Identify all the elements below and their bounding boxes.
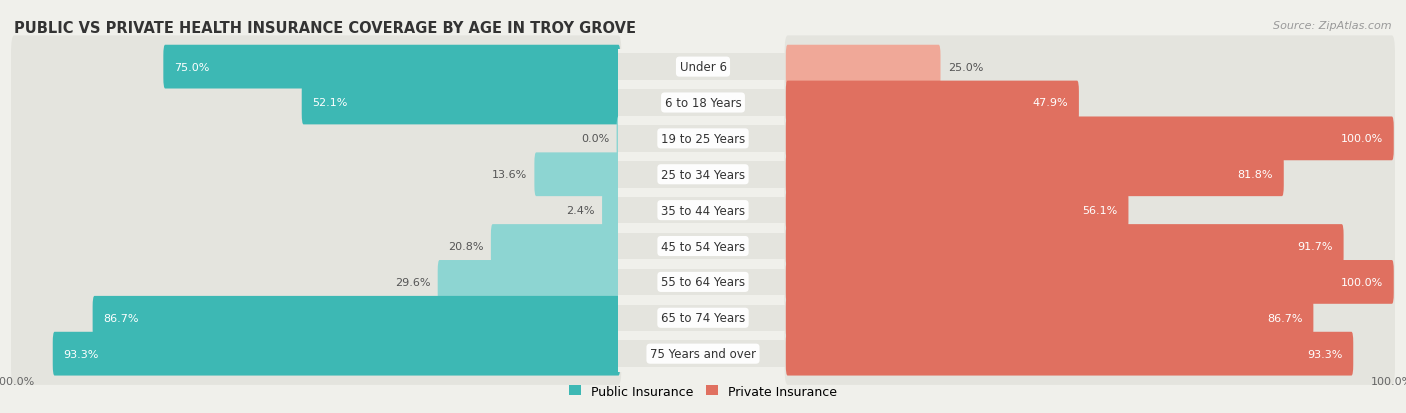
FancyBboxPatch shape (11, 72, 621, 134)
Text: 55 to 64 Years: 55 to 64 Years (661, 276, 745, 289)
FancyBboxPatch shape (53, 332, 620, 376)
FancyBboxPatch shape (619, 197, 787, 224)
FancyBboxPatch shape (786, 189, 1129, 233)
FancyBboxPatch shape (302, 81, 620, 125)
FancyBboxPatch shape (786, 225, 1344, 268)
FancyBboxPatch shape (619, 233, 787, 260)
FancyBboxPatch shape (619, 305, 787, 331)
FancyBboxPatch shape (602, 189, 620, 233)
Legend: Public Insurance, Private Insurance: Public Insurance, Private Insurance (564, 380, 842, 403)
Text: 81.8%: 81.8% (1237, 170, 1272, 180)
FancyBboxPatch shape (785, 215, 1395, 278)
FancyBboxPatch shape (11, 36, 621, 99)
Text: 0.0%: 0.0% (581, 134, 609, 144)
FancyBboxPatch shape (785, 251, 1395, 313)
Text: 25.0%: 25.0% (948, 62, 983, 72)
Text: Under 6: Under 6 (679, 61, 727, 74)
Text: 47.9%: 47.9% (1032, 98, 1069, 108)
FancyBboxPatch shape (786, 296, 1313, 340)
FancyBboxPatch shape (785, 108, 1395, 170)
Text: 93.3%: 93.3% (1308, 349, 1343, 359)
FancyBboxPatch shape (617, 117, 620, 161)
Text: 35 to 44 Years: 35 to 44 Years (661, 204, 745, 217)
FancyBboxPatch shape (11, 144, 621, 206)
Text: 75.0%: 75.0% (174, 62, 209, 72)
Text: 86.7%: 86.7% (104, 313, 139, 323)
FancyBboxPatch shape (786, 260, 1393, 304)
Text: 52.1%: 52.1% (312, 98, 347, 108)
Text: 100.0%: 100.0% (1341, 134, 1384, 144)
Text: 86.7%: 86.7% (1267, 313, 1302, 323)
Text: 13.6%: 13.6% (492, 170, 527, 180)
FancyBboxPatch shape (11, 215, 621, 278)
FancyBboxPatch shape (785, 72, 1395, 134)
FancyBboxPatch shape (785, 287, 1395, 349)
Text: 29.6%: 29.6% (395, 277, 430, 287)
Text: 25 to 34 Years: 25 to 34 Years (661, 169, 745, 181)
FancyBboxPatch shape (534, 153, 620, 197)
Text: PUBLIC VS PRIVATE HEALTH INSURANCE COVERAGE BY AGE IN TROY GROVE: PUBLIC VS PRIVATE HEALTH INSURANCE COVER… (14, 21, 636, 36)
FancyBboxPatch shape (93, 296, 620, 340)
FancyBboxPatch shape (163, 45, 620, 89)
Text: 2.4%: 2.4% (567, 206, 595, 216)
FancyBboxPatch shape (11, 251, 621, 313)
Text: 56.1%: 56.1% (1083, 206, 1118, 216)
Text: 75 Years and over: 75 Years and over (650, 347, 756, 360)
FancyBboxPatch shape (785, 323, 1395, 385)
FancyBboxPatch shape (619, 126, 787, 152)
FancyBboxPatch shape (786, 117, 1393, 161)
FancyBboxPatch shape (437, 260, 620, 304)
FancyBboxPatch shape (786, 45, 941, 89)
Text: Source: ZipAtlas.com: Source: ZipAtlas.com (1274, 21, 1392, 31)
Text: 93.3%: 93.3% (63, 349, 98, 359)
FancyBboxPatch shape (619, 90, 787, 116)
FancyBboxPatch shape (619, 54, 787, 81)
Text: 100.0%: 100.0% (1341, 277, 1384, 287)
FancyBboxPatch shape (786, 81, 1078, 125)
FancyBboxPatch shape (11, 108, 621, 170)
FancyBboxPatch shape (785, 144, 1395, 206)
Text: 65 to 74 Years: 65 to 74 Years (661, 311, 745, 325)
FancyBboxPatch shape (619, 341, 787, 367)
Text: 20.8%: 20.8% (449, 242, 484, 252)
FancyBboxPatch shape (786, 153, 1284, 197)
FancyBboxPatch shape (11, 180, 621, 242)
FancyBboxPatch shape (786, 332, 1353, 376)
FancyBboxPatch shape (11, 287, 621, 349)
Text: 91.7%: 91.7% (1298, 242, 1333, 252)
Text: 19 to 25 Years: 19 to 25 Years (661, 133, 745, 145)
FancyBboxPatch shape (785, 36, 1395, 99)
FancyBboxPatch shape (491, 225, 620, 268)
Text: 6 to 18 Years: 6 to 18 Years (665, 97, 741, 110)
FancyBboxPatch shape (619, 161, 787, 188)
FancyBboxPatch shape (619, 269, 787, 295)
FancyBboxPatch shape (785, 180, 1395, 242)
Text: 45 to 54 Years: 45 to 54 Years (661, 240, 745, 253)
FancyBboxPatch shape (11, 323, 621, 385)
